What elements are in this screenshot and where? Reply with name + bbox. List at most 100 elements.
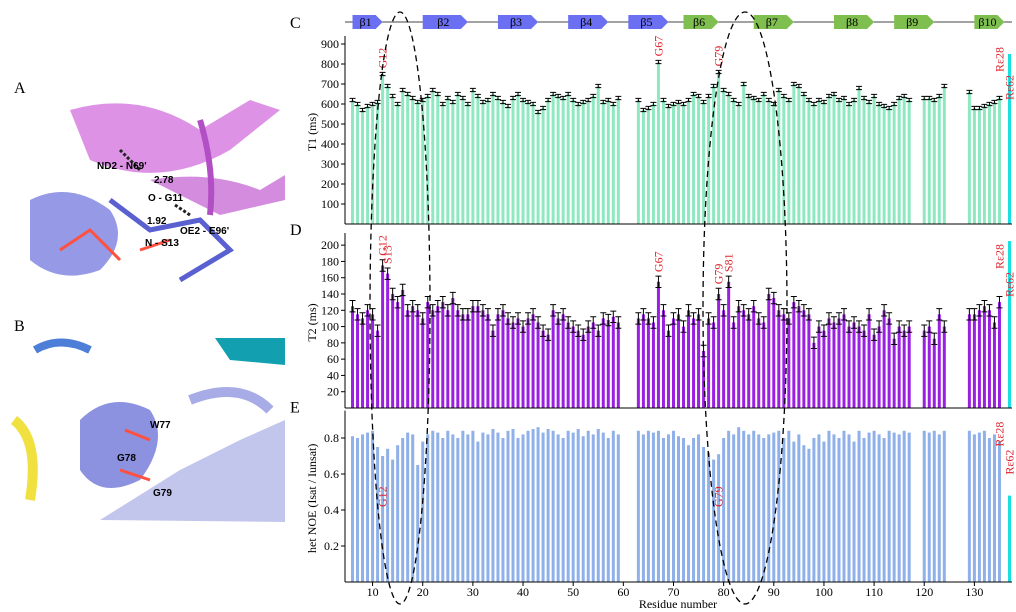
error-bar (806, 309, 812, 320)
bar (592, 96, 595, 224)
bar (812, 104, 815, 224)
error-bar (811, 337, 817, 348)
bar (873, 96, 876, 224)
bar (552, 431, 555, 582)
bar (466, 314, 469, 408)
bar (597, 429, 600, 582)
bar (426, 434, 429, 582)
bar (562, 314, 565, 408)
bar (537, 427, 540, 582)
bar (712, 460, 715, 582)
y-axis-title: T2 (ms) (305, 303, 319, 341)
bar (416, 465, 419, 582)
bar (853, 442, 856, 582)
bar (607, 100, 610, 224)
bar (878, 434, 881, 582)
y-tick-label: 60 (327, 352, 339, 366)
bar (522, 100, 525, 224)
structure-image-a (14, 98, 286, 284)
error-bar (525, 313, 531, 324)
error-bar (480, 305, 486, 316)
bar (617, 98, 620, 224)
y-tick-label: 400 (321, 137, 339, 151)
bar (436, 433, 439, 582)
bar (366, 106, 369, 224)
annotation: Rε28 (992, 422, 1006, 447)
bar (562, 98, 565, 224)
panel-label: A (14, 80, 26, 97)
bar (908, 327, 911, 408)
bar (411, 434, 414, 582)
error-bar (776, 305, 782, 316)
bar (376, 331, 379, 408)
bar (802, 310, 805, 408)
bar (617, 323, 620, 409)
bar (837, 100, 840, 224)
y-tick-label: 0.4 (324, 503, 339, 517)
image-annotation: 2.78 (154, 175, 174, 186)
bar (943, 327, 946, 408)
y-tick-label: 120 (321, 303, 339, 317)
error-bar (360, 313, 366, 324)
error-bar (821, 325, 827, 336)
bar (928, 98, 931, 224)
error-bar (565, 317, 571, 328)
bar (441, 438, 444, 582)
bar (557, 96, 560, 224)
bar (582, 436, 585, 582)
x-tick-label: 120 (915, 585, 933, 599)
y-tick-label: 300 (321, 157, 339, 171)
bar (461, 98, 464, 224)
bar (456, 94, 459, 224)
error-bar (535, 317, 541, 328)
error-bar (420, 313, 426, 324)
bar (351, 436, 354, 582)
bar (802, 94, 805, 224)
bar (702, 102, 705, 224)
error-bar (906, 321, 912, 332)
error-bar (395, 296, 401, 307)
bar (988, 310, 991, 408)
error-bar (360, 108, 366, 111)
bar (647, 108, 650, 224)
error-bar (711, 317, 717, 328)
bar (717, 72, 720, 224)
bar (406, 94, 409, 224)
bar (928, 327, 931, 408)
bar (878, 104, 881, 224)
bar (481, 102, 484, 224)
bar (878, 327, 881, 408)
error-bar (355, 309, 361, 320)
error-bar (510, 96, 516, 99)
bar (848, 104, 851, 224)
bar (562, 438, 565, 582)
error-bar (886, 313, 892, 324)
bar (391, 96, 394, 224)
error-bar (650, 317, 656, 328)
x-tick-label: 10 (367, 585, 379, 599)
error-bar (706, 94, 712, 97)
image-annotation: O - G11 (148, 193, 183, 204)
bar (898, 434, 901, 582)
error-bar (736, 301, 742, 312)
bar (777, 310, 780, 408)
bar (807, 449, 810, 582)
error-bar (906, 98, 912, 101)
bar (727, 431, 730, 582)
error-bar (500, 305, 506, 316)
bar (978, 108, 981, 224)
error-bar (861, 96, 867, 99)
bar (812, 343, 815, 408)
strand-label: β8 (846, 15, 858, 29)
annotation: G67 (651, 251, 665, 272)
error-bar (841, 309, 847, 320)
bar (577, 104, 580, 224)
error-bar (866, 309, 872, 320)
error-bar (846, 321, 852, 332)
error-bar (385, 268, 391, 279)
bar (687, 100, 690, 224)
error-bar (901, 325, 907, 336)
bar (903, 331, 906, 408)
bar (903, 96, 906, 224)
error-bar (706, 313, 712, 324)
